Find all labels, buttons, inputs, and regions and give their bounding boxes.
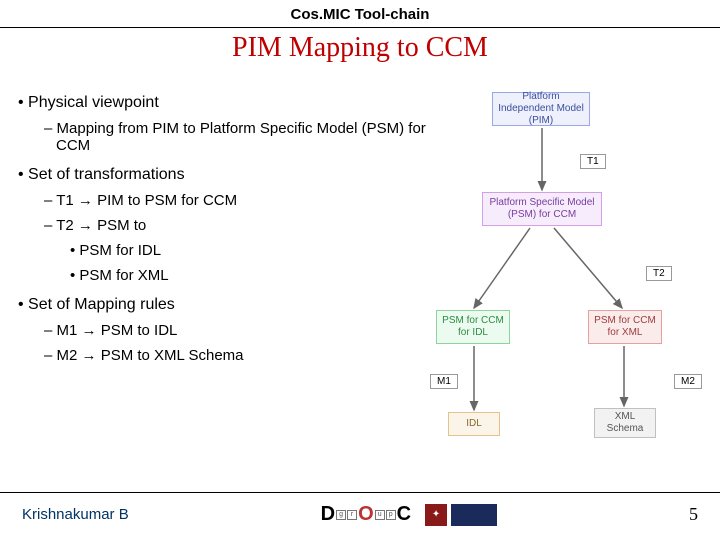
- diagram-box-xml: XML Schema: [594, 408, 656, 438]
- diagram-box-psm: Platform Specific Model (PSM) for CCM: [482, 192, 602, 226]
- diagram-box-idl: IDL: [448, 412, 500, 436]
- bullet-t2a: PSM for IDL: [70, 242, 428, 259]
- bullet-m1: M1 → PSM to IDL: [44, 322, 428, 339]
- logo-isis: ✦: [425, 504, 497, 526]
- diagram-label-t1: T1: [580, 154, 606, 169]
- logo-doc: D g r O u p C: [321, 503, 411, 526]
- diagram-label-t2: T2: [646, 266, 672, 281]
- diagram-label-m1: M1: [430, 374, 458, 389]
- body-text: Physical viewpoint Mapping from PIM to P…: [18, 88, 428, 364]
- bullet-t2: T2 → PSM to: [44, 217, 428, 234]
- slide-title: PIM Mapping to CCM: [232, 32, 488, 64]
- diagram-label-m2: M2: [674, 374, 702, 389]
- footer: Krishnakumar B D g r O u p C ✦ 5: [0, 492, 720, 526]
- bullet-physical: Physical viewpoint: [18, 94, 428, 112]
- footer-rule: [0, 492, 720, 493]
- page-number: 5: [689, 504, 698, 525]
- bullet-rules: Set of Mapping rules: [18, 296, 428, 314]
- diagram-box-xmlp: PSM for CCM for XML: [588, 310, 662, 344]
- header-rule: [0, 27, 720, 28]
- bullet-physical-sub: Mapping from PIM to Platform Specific Mo…: [44, 120, 428, 154]
- diagram-box-pim: Platform Independent Model (PIM): [492, 92, 590, 126]
- footer-logos: D g r O u p C ✦: [321, 503, 497, 526]
- bullet-m2: M2 → PSM to XML Schema: [44, 347, 428, 364]
- bullet-transforms: Set of transformations: [18, 166, 428, 184]
- author-name: Krishnakumar B: [22, 506, 129, 523]
- bullet-t1: T1 → PIM to PSM for CCM: [44, 192, 428, 209]
- diagram: Platform Independent Model (PIM) Platform…: [430, 92, 710, 472]
- bullet-t2b: PSM for XML: [70, 267, 428, 284]
- diagram-box-idlp: PSM for CCM for IDL: [436, 310, 510, 344]
- header-title: Cos.MIC Tool-chain: [0, 0, 720, 23]
